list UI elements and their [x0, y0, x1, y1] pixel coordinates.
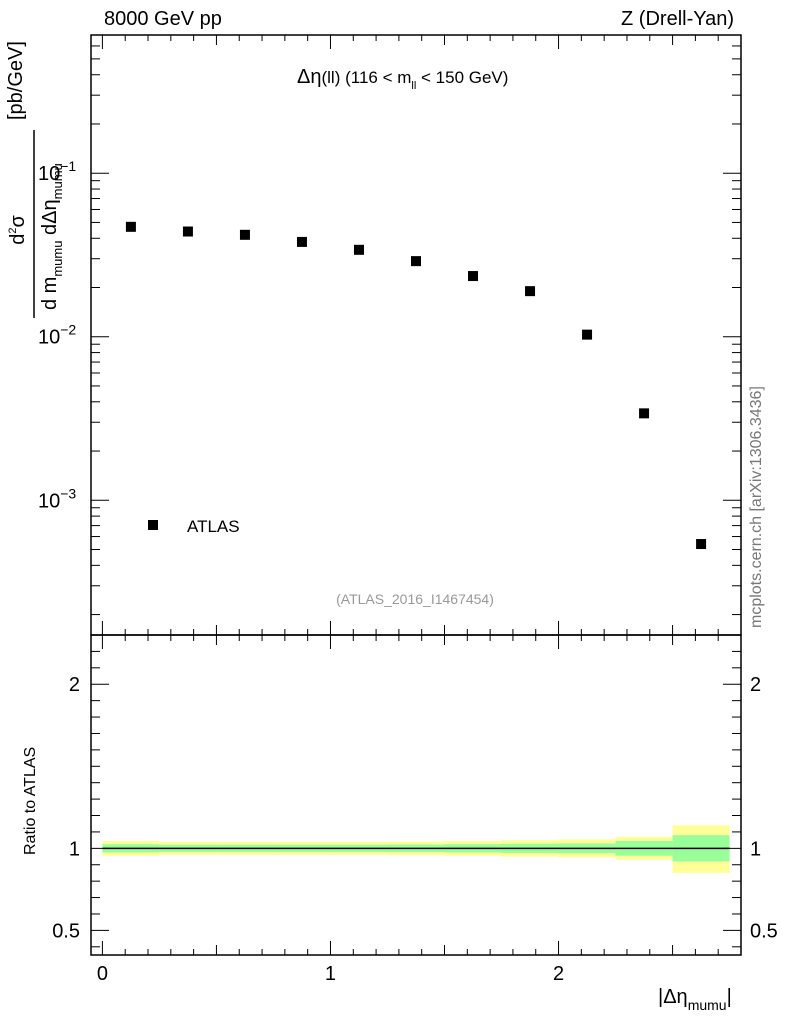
data-point: [525, 286, 536, 297]
data-point: [353, 244, 364, 255]
lower-y-tick-label-right: 0.5: [750, 920, 778, 942]
upper-y-tick-label: 10−1: [38, 158, 76, 185]
source-note: mcplots.cern.ch [arXiv:1306.3436]: [748, 386, 765, 628]
svg-text:d2σ: d2σ: [7, 215, 29, 245]
upper-y-axis-label: d2σ d mmumu dΔηmumu [pb/GeV]: [5, 41, 65, 318]
data-point: [411, 256, 421, 267]
lower-y-tick-label-right: 1: [750, 838, 761, 860]
upper-y-tick-label: 10−2: [38, 322, 76, 349]
lower-y-tick-label-right: 2: [750, 674, 761, 696]
x-tick-label: 1: [325, 963, 336, 985]
ratio-y-axis-label: Ratio to ATLAS: [22, 746, 39, 855]
data-point: [239, 229, 250, 240]
energy-label: 8000 GeV pp: [104, 8, 222, 30]
lower-panel-frame: [90, 634, 742, 956]
data-point: [468, 271, 479, 282]
data-point: [296, 236, 307, 247]
upper-y-tick-label: 10−3: [38, 485, 76, 512]
data-point: [582, 329, 593, 340]
legend-marker: [148, 520, 158, 530]
analysis-tag: (ATLAS_2016_I1467454): [336, 591, 494, 607]
lower-y-tick-label: 1: [69, 838, 80, 860]
lower-y-tick-label: 0.5: [52, 920, 80, 942]
data-point: [696, 539, 707, 550]
data-point: [639, 408, 650, 419]
ratio-uncertainty-bands: [102, 825, 730, 873]
legend-label: ATLAS: [187, 517, 240, 536]
process-label: Z (Drell-Yan): [621, 8, 734, 30]
x-axis-label: |Δηmumu|: [658, 986, 732, 1013]
panel-title: Δη(ll) (116 < mll < 150 GeV): [297, 66, 508, 92]
upper-panel-frame: [90, 34, 742, 636]
svg-text:d mmumu dΔηmumu: d mmumu dΔηmumu: [39, 163, 65, 310]
upper-y-axis-unit: [pb/GeV]: [5, 41, 27, 120]
x-tick-label: 0: [97, 963, 108, 985]
atlas-data-points: [125, 221, 707, 550]
data-point: [125, 221, 136, 232]
data-point: [182, 226, 193, 237]
lower-y-tick-label: 2: [69, 674, 80, 696]
x-tick-label: 2: [553, 963, 564, 985]
